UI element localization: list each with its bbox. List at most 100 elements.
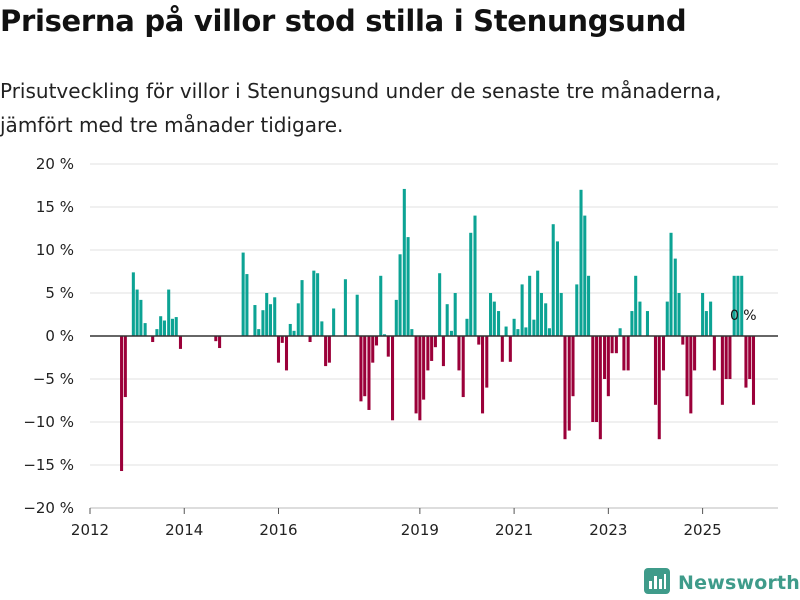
chart-bar [669,232,673,336]
chart-bar [528,275,532,336]
chart-bar [371,336,375,363]
chart-bar [532,319,536,336]
chart-bar [567,336,571,431]
chart-bar [579,189,583,336]
chart-bar [343,279,347,336]
chart-bar [693,336,697,371]
chart-bar [571,336,575,397]
chart-bar [603,336,607,379]
chart-bar [355,294,359,336]
chart-bar [547,328,551,336]
chart-bar [449,330,453,336]
y-tick-label: 20 % [36,155,74,173]
chart-bar [312,270,316,336]
chart-bar [214,336,218,342]
chart-bar [591,336,595,422]
chart-bar [516,329,520,336]
latest-value-annotation: 0 % [730,308,757,324]
chart-bar [701,293,705,336]
chart-bar [744,336,748,388]
chart-bar [709,301,713,336]
chart-bar [398,254,402,336]
chart-bar [622,336,626,371]
chart-bar [143,323,147,336]
chart-bar [406,237,410,336]
chart-bar [276,336,281,363]
chart-bar [265,293,269,336]
chart-bar [614,336,618,354]
chart-bar [131,272,135,336]
chart-bar [292,330,296,336]
chart-bar [539,293,543,336]
page-title: Priserna på villor stod stilla i Stenung… [0,4,687,38]
chart-bar [155,329,159,336]
brand-name: Newsworthy [678,572,800,594]
x-tick-label: 2021 [495,521,533,539]
chart-bar [170,318,174,336]
chart-bar [268,304,273,336]
chart-bar [433,336,437,348]
chart-bar [461,336,465,398]
chart-bar [123,336,127,398]
chart-bar [500,336,504,362]
chart-bar [481,336,485,414]
chart-bar [638,301,642,336]
chart-bar [418,336,422,421]
chart-bar [241,252,245,336]
chart-bar [445,304,449,336]
y-tick-label: −15 % [23,456,74,474]
chart-bar [410,329,414,336]
chart-bar [551,224,555,336]
chart-bar [685,336,689,397]
chart-bar [332,308,336,336]
chart-bar [162,320,166,336]
chart-bar [316,273,320,336]
chart-bar [280,336,284,343]
chart-bar [606,336,610,397]
brand: Newsworthy [644,568,800,598]
chart-bar [120,336,124,472]
bar-chart-logo-icon [644,568,670,598]
chart-bar [673,258,677,336]
chart-bar [379,275,383,336]
chart-bar [681,336,685,345]
chart-bar [728,336,732,379]
chart-bar [414,336,418,414]
chart-bar [485,336,489,388]
chart-bar [595,336,599,422]
chart-bar [469,232,473,336]
chart-bar [704,311,708,336]
chart-bar [363,336,367,397]
chart-bar [598,336,602,440]
chart-bar [559,293,563,336]
chart-bar [457,336,461,371]
chart-bar [497,311,501,336]
chart-bar [724,336,728,379]
chart-bar [661,336,666,371]
chart-bar [524,327,528,336]
chart-bar [300,280,304,336]
chart-bar [245,274,249,336]
y-tick-label: 5 % [45,284,74,302]
x-tick-label: 2012 [71,521,109,539]
chart-bar [563,336,567,440]
chart-bar [536,270,540,336]
chart-bar [748,336,752,379]
chart-bar [508,336,512,362]
x-tick-label: 2016 [259,521,297,539]
chart-bar [257,329,261,336]
chart-bar [477,336,481,345]
bar-series [120,188,756,472]
y-tick-label: 15 % [36,198,74,216]
chart-bar [386,336,390,357]
chart-bar [391,336,395,421]
chart-bar [626,336,630,371]
chart-bar [402,188,406,336]
chart-bar [284,336,289,371]
chart-bar [677,293,681,336]
y-tick-label: −10 % [23,413,74,431]
chart-bar [512,318,516,336]
chart-bar [736,275,740,336]
y-tick-label: −5 % [33,370,74,388]
